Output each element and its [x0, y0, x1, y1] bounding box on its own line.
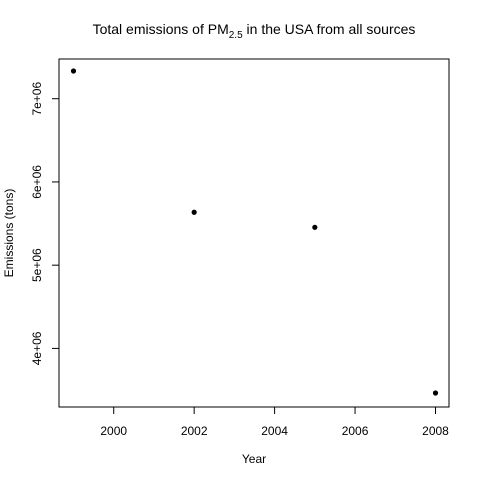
- data-point: [70, 68, 77, 74]
- x-axis: 2000 2002 2004 2006 2008: [100, 406, 449, 438]
- x-tick-label: 2002: [181, 424, 208, 438]
- x-tick-label: 2006: [342, 424, 369, 438]
- chart-title-suffix: in the USA from all sources: [243, 21, 416, 37]
- y-tick-label: 4e+06: [30, 331, 44, 365]
- data-point: [432, 390, 439, 396]
- x-tick-label: 2008: [422, 424, 449, 438]
- y-axis-label: Emissions (tons): [2, 189, 16, 278]
- chart-title-subscript: 2.5: [229, 30, 243, 41]
- y-tick-label: 7e+06: [30, 82, 44, 116]
- y-tick-label: 6e+06: [30, 165, 44, 199]
- y-axis: 4e+06 5e+06 6e+06 7e+06: [30, 82, 60, 365]
- data-points: [70, 68, 439, 396]
- chart-title-prefix: Total emissions of PM: [93, 21, 229, 37]
- x-tick-label: 2004: [261, 424, 288, 438]
- y-tick-label: 5e+06: [30, 248, 44, 282]
- data-point: [191, 209, 197, 215]
- x-tick-label: 2000: [100, 424, 127, 438]
- plot-frame: [58, 58, 450, 408]
- chart-title: Total emissions of PM2.5 in the USA from…: [93, 21, 416, 41]
- data-point: [312, 224, 318, 230]
- x-axis-label: Year: [242, 452, 266, 466]
